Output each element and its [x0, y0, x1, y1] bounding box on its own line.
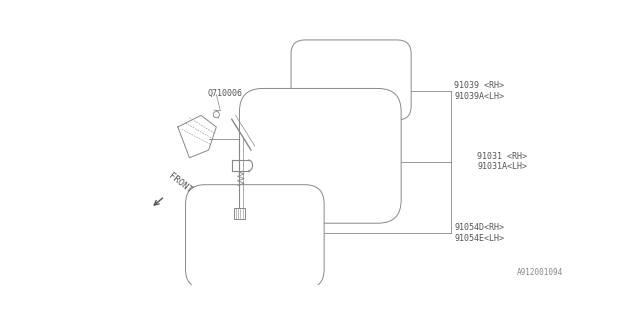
FancyBboxPatch shape: [291, 40, 411, 120]
FancyBboxPatch shape: [234, 208, 245, 219]
Text: FRONT: FRONT: [166, 171, 193, 195]
Circle shape: [213, 112, 220, 118]
Text: 91031A<LH>: 91031A<LH>: [477, 162, 527, 172]
Text: 91031 <RH>: 91031 <RH>: [477, 152, 527, 161]
Polygon shape: [178, 116, 216, 158]
Text: 91039 <RH>: 91039 <RH>: [454, 81, 504, 90]
Text: A912001094: A912001094: [516, 268, 563, 277]
FancyBboxPatch shape: [239, 88, 401, 223]
Text: Q710006: Q710006: [207, 89, 242, 98]
FancyBboxPatch shape: [186, 185, 324, 289]
Text: 91054E<LH>: 91054E<LH>: [454, 234, 504, 243]
Text: 91054D<RH>: 91054D<RH>: [454, 223, 504, 232]
Text: 91039A<LH>: 91039A<LH>: [454, 92, 504, 100]
